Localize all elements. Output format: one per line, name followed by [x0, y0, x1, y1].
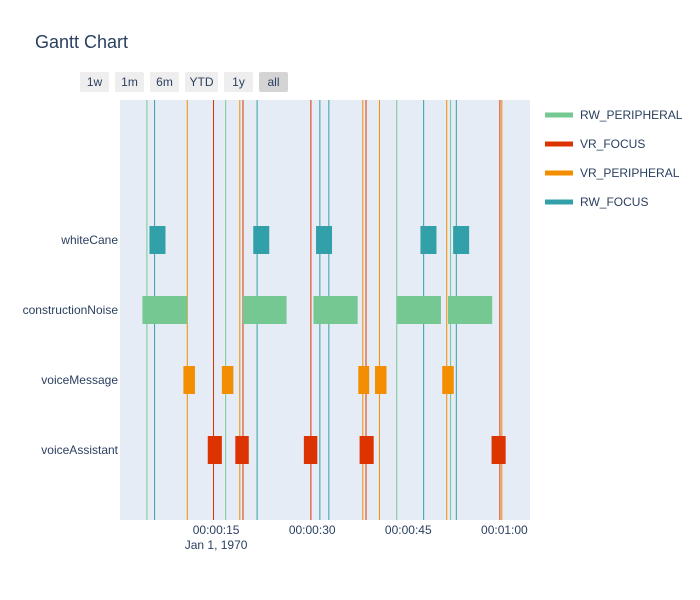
legend: RW_PERIPHERAL VR_FOCUS VR_PERIPHERAL RW_FOC…: [545, 108, 683, 209]
legend-item-rw-focus[interactable]: RW_FOCUS: [580, 195, 648, 209]
task-bar-constructionnoise[interactable]: [243, 296, 287, 324]
x-tick-label: 00:00:30: [289, 523, 336, 537]
range-button-ytd[interactable]: YTD: [185, 72, 218, 92]
task-bar-voiceassistant[interactable]: [359, 436, 374, 464]
task-bars: [142, 226, 506, 464]
range-button-6m[interactable]: 6m: [150, 72, 179, 92]
task-bar-voiceassistant[interactable]: [207, 436, 222, 464]
task-bar-voiceassistant[interactable]: [491, 436, 506, 464]
task-bar-voicemessage[interactable]: [442, 366, 454, 394]
task-bar-constructionnoise[interactable]: [142, 296, 188, 324]
legend-item-vr-peripheral[interactable]: VR_PERIPHERAL: [580, 166, 680, 180]
task-bar-constructionnoise[interactable]: [396, 296, 441, 324]
task-bar-voicemessage[interactable]: [374, 366, 387, 394]
task-bar-voiceassistant[interactable]: [235, 436, 249, 464]
y-tick-label: whiteCane: [60, 233, 118, 247]
task-bar-whitecane[interactable]: [149, 226, 166, 254]
task-bar-whitecane[interactable]: [420, 226, 437, 254]
task-bar-whitecane[interactable]: [316, 226, 333, 254]
task-bar-constructionnoise[interactable]: [313, 296, 358, 324]
task-bar-whitecane[interactable]: [453, 226, 470, 254]
x-tick-label: 00:00:15: [193, 523, 240, 537]
x-axis: 00:00:15 00:00:30 00:00:45 00:01:00 Jan 1, 1…: [185, 523, 528, 552]
range-button-all[interactable]: all: [259, 72, 288, 92]
x-date-label: Jan 1, 1970: [185, 538, 248, 552]
range-button-1y[interactable]: 1y: [224, 72, 253, 92]
task-bar-voicemessage[interactable]: [183, 366, 195, 394]
task-bar-voicemessage[interactable]: [221, 366, 234, 394]
task-bar-voiceassistant[interactable]: [303, 436, 318, 464]
y-tick-label: voiceMessage: [41, 373, 118, 387]
task-bar-constructionnoise[interactable]: [448, 296, 493, 324]
task-bar-voicemessage[interactable]: [358, 366, 370, 394]
chart-title: Gantt Chart: [35, 32, 129, 52]
x-tick-label: 00:00:45: [385, 523, 432, 537]
x-tick-label: 00:01:00: [481, 523, 528, 537]
range-button-1m[interactable]: 1m: [115, 72, 144, 92]
range-button-1w[interactable]: 1w: [80, 72, 109, 92]
legend-item-vr-focus[interactable]: VR_FOCUS: [580, 137, 645, 151]
y-tick-label: voiceAssistant: [41, 443, 118, 457]
legend-item-rw-peripheral[interactable]: RW_PERIPHERAL: [580, 108, 683, 122]
y-tick-label: constructionNoise: [23, 303, 119, 317]
y-axis: whiteCane constructionNoise voiceMessage vo…: [23, 233, 119, 457]
task-bar-whitecane[interactable]: [253, 226, 270, 254]
